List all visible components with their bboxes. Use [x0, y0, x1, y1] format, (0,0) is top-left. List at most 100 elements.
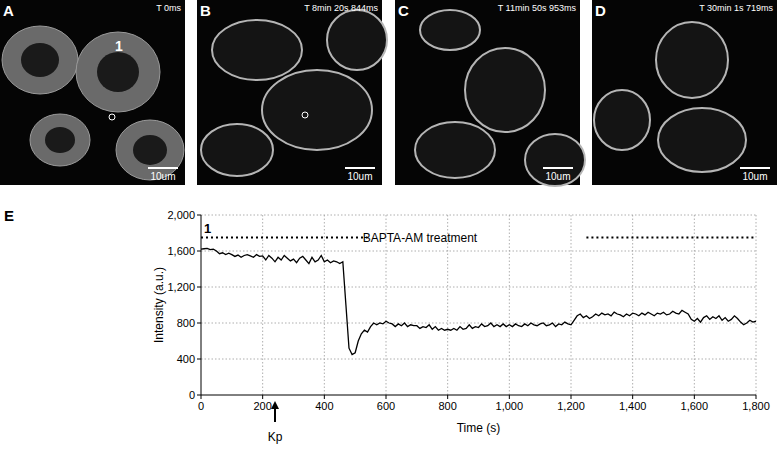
cell-shape [327, 10, 387, 70]
cell-shape [594, 90, 650, 150]
tick-label: 1,200 [557, 400, 585, 412]
scale-bar-label: 10um [545, 171, 570, 182]
roi-marker [302, 112, 308, 118]
grid-line [632, 215, 633, 395]
y-axis-label: Intensity (a.u.) [152, 267, 166, 343]
scale-bar-label: 10um [742, 171, 767, 182]
tick-mark [197, 215, 201, 216]
background [0, 0, 777, 454]
timestamp: T 0ms [156, 3, 181, 13]
grid-line [262, 215, 263, 395]
tick-label: 800 [438, 400, 456, 412]
cell-nucleus [45, 127, 75, 153]
tick-mark [386, 395, 387, 399]
cell-shape [525, 134, 585, 186]
panel-frame [592, 0, 777, 185]
tick-mark [197, 395, 201, 396]
scale-bar [148, 167, 178, 169]
cell-shape [30, 114, 90, 166]
tick-mark [632, 395, 633, 399]
x-axis [201, 395, 756, 396]
cell-nucleus [97, 52, 139, 92]
cell-shape [2, 26, 78, 94]
panel-label: B [200, 2, 211, 19]
tick-label: 1,200 [167, 281, 195, 293]
cell-shape [656, 22, 728, 98]
scale-bar [543, 167, 573, 169]
grid-line [201, 215, 756, 216]
grid-line [324, 215, 325, 395]
treatment-label: BAPTA-AM treatment [363, 231, 478, 245]
tick-mark [324, 395, 325, 399]
micrograph-panel: C T 11min 50s 953ms 10um [395, 0, 585, 186]
cell-nucleus [21, 43, 59, 77]
panel-frame [0, 0, 185, 185]
tick-label: 600 [377, 400, 395, 412]
grid-line [694, 215, 695, 395]
y-axis [201, 215, 202, 395]
cell-shape [76, 32, 160, 112]
tick-label: 1,800 [742, 400, 770, 412]
arrow-shaft [274, 407, 276, 422]
cell-shape [212, 20, 302, 80]
panel-label: A [3, 2, 14, 19]
chart: E 0 400 800 1,200 1,600 2,000 0 200 400 600 800 1,00… [4, 207, 770, 444]
timestamp: T 8min 20s 844ms [304, 3, 378, 13]
tick-mark [509, 395, 510, 399]
plot-area [201, 248, 756, 354]
tick-mark [694, 395, 695, 399]
micrograph-panel: B T 8min 20s 844ms 10um [197, 0, 387, 185]
scale-bar-label: 10um [347, 171, 372, 182]
tick-mark [197, 323, 201, 324]
tick-mark [571, 395, 572, 399]
micrograph-panel: A T 0ms 10um 1 [0, 0, 185, 185]
tick-label: 2,000 [167, 209, 195, 221]
cell-shape [201, 124, 273, 176]
panel-label: E [4, 207, 14, 224]
panel-label: D [595, 2, 606, 19]
cell-shape [420, 10, 480, 50]
roi-marker [109, 114, 115, 120]
tick-mark [197, 287, 201, 288]
kp-label: Kp [268, 430, 283, 444]
tick-label: 400 [177, 353, 195, 365]
grid-line [571, 215, 572, 395]
grid-line [756, 215, 757, 395]
intensity-line [201, 248, 756, 354]
tick-label: 1,600 [681, 400, 709, 412]
tick-mark [756, 395, 757, 399]
cell-shape [415, 122, 495, 178]
timestamp: T 30min 1s 719ms [699, 3, 773, 13]
grid-line [201, 251, 756, 252]
grid-line [201, 287, 756, 288]
treatment-bar [201, 237, 368, 239]
tick-label: 800 [177, 317, 195, 329]
tick-mark [262, 395, 263, 399]
grid-line [509, 215, 510, 395]
cell-shape [262, 70, 372, 150]
tick-label: 0 [189, 389, 195, 401]
cell-label: 1 [204, 221, 211, 236]
timestamp: T 11min 50s 953ms [498, 3, 577, 13]
panel-label: C [398, 2, 409, 19]
tick-label: 1,600 [167, 245, 195, 257]
cell-shape [658, 108, 746, 172]
x-axis-label: Time (s) [457, 421, 501, 435]
figure: A T 0ms 10um 1 B T 8min 20s 844ms 10um C T 11min… [0, 0, 777, 454]
scale-bar [740, 167, 770, 169]
micrograph-panel: D T 30min 1s 719ms 10um [592, 0, 777, 185]
arrow-head [271, 401, 279, 409]
tick-mark [447, 395, 448, 399]
scale-bar-label: 10um [150, 171, 175, 182]
grid-line [201, 359, 756, 360]
tick-label: 0 [198, 400, 204, 412]
tick-mark [197, 251, 201, 252]
tick-mark [197, 359, 201, 360]
tick-label: 400 [315, 400, 333, 412]
tick-label: 1,400 [619, 400, 647, 412]
cell-shape [465, 48, 545, 132]
tick-mark [201, 395, 202, 399]
cell-label: 1 [115, 38, 123, 54]
tick-label: 200 [253, 400, 271, 412]
tick-label: 1,000 [496, 400, 524, 412]
